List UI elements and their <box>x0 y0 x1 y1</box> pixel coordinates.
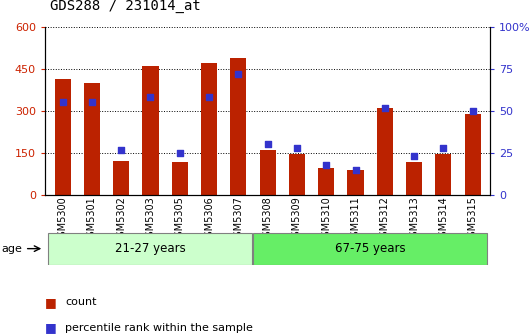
Bar <box>289 154 305 195</box>
Bar <box>348 170 364 195</box>
Point <box>469 108 477 114</box>
Bar <box>231 58 246 195</box>
Text: ■: ■ <box>45 296 57 309</box>
Bar <box>84 83 100 195</box>
Text: 67-75 years: 67-75 years <box>335 242 405 255</box>
Bar <box>435 154 452 195</box>
Point <box>293 145 301 151</box>
Bar <box>377 108 393 195</box>
Bar <box>318 168 334 195</box>
Text: GDS288 / 231014_at: GDS288 / 231014_at <box>50 0 201 13</box>
Bar <box>260 150 276 195</box>
Text: 21-27 years: 21-27 years <box>115 242 186 255</box>
Bar <box>201 63 217 195</box>
Point <box>234 71 243 77</box>
Text: ■: ■ <box>45 321 57 334</box>
Text: count: count <box>65 297 96 307</box>
Bar <box>406 162 422 195</box>
Point <box>205 95 213 100</box>
Bar <box>172 162 188 195</box>
Bar <box>143 66 158 195</box>
Point <box>439 145 448 151</box>
Point <box>146 95 155 100</box>
Bar <box>113 161 129 195</box>
FancyBboxPatch shape <box>253 233 487 265</box>
Point <box>263 142 272 147</box>
Text: age: age <box>2 244 22 254</box>
Bar <box>465 114 481 195</box>
FancyBboxPatch shape <box>48 233 252 265</box>
Point <box>117 147 126 152</box>
Point <box>58 100 67 105</box>
Point <box>381 105 389 110</box>
Text: percentile rank within the sample: percentile rank within the sample <box>65 323 253 333</box>
Point <box>175 150 184 156</box>
Point <box>351 167 360 172</box>
Point <box>87 100 96 105</box>
Bar <box>55 79 70 195</box>
Point <box>322 162 331 167</box>
Point <box>410 154 418 159</box>
